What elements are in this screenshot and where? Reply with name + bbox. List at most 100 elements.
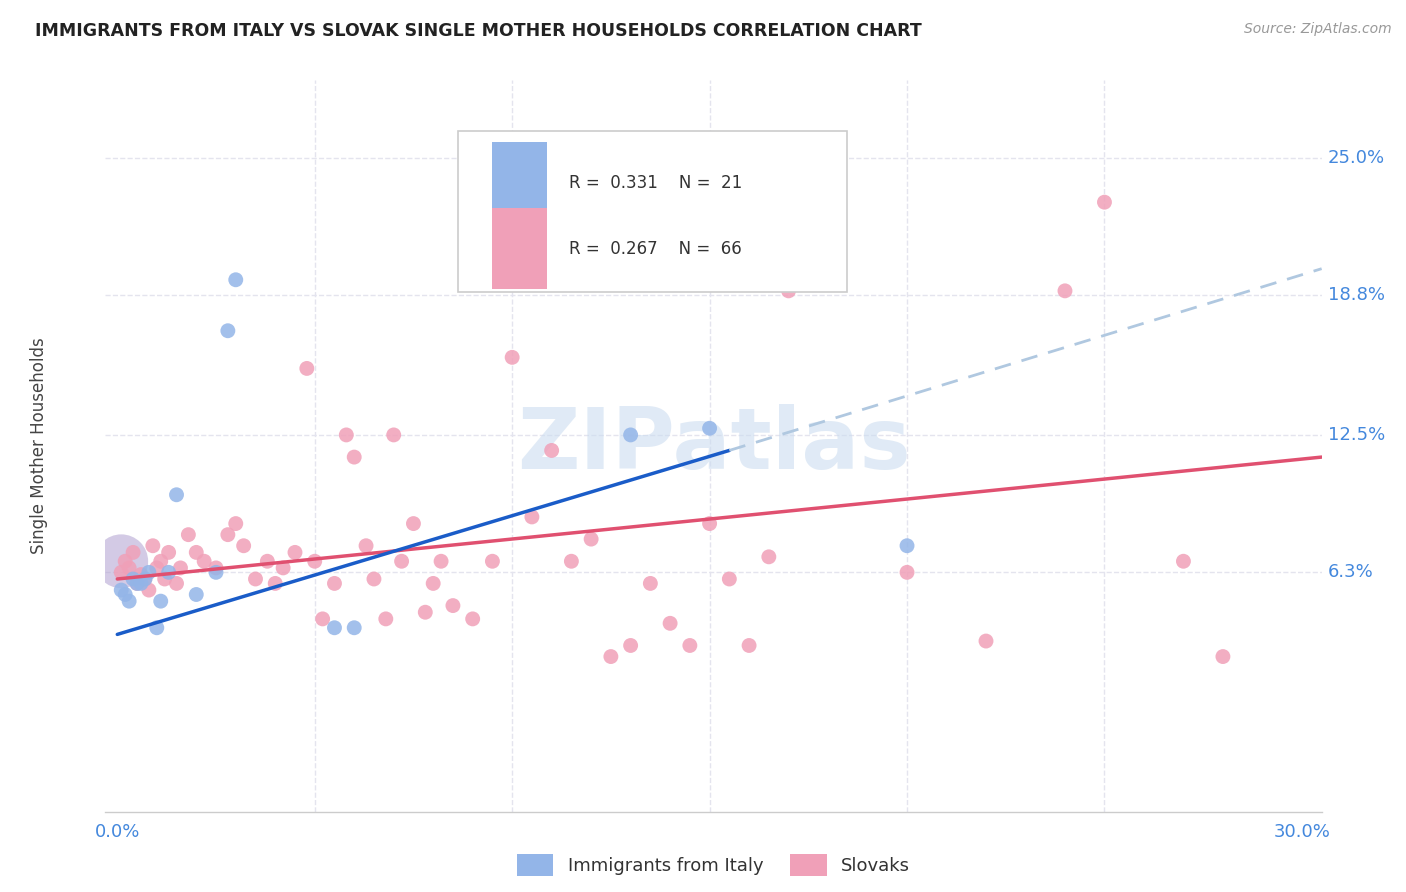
Point — [138, 566, 160, 580]
Text: ZIPatlas: ZIPatlas — [516, 404, 911, 488]
Point — [461, 612, 484, 626]
Point — [166, 488, 188, 502]
Point — [896, 566, 918, 580]
Point — [122, 545, 145, 559]
Point — [659, 616, 682, 631]
Point — [343, 450, 366, 464]
Point — [169, 561, 191, 575]
Point — [430, 554, 453, 568]
Point — [122, 572, 145, 586]
Point — [114, 554, 136, 568]
Point — [118, 561, 141, 575]
Point — [699, 516, 721, 531]
Point — [579, 532, 602, 546]
Point — [620, 428, 643, 442]
Point — [382, 428, 405, 442]
Point — [146, 561, 169, 575]
Point — [166, 576, 188, 591]
Point — [738, 639, 761, 653]
Point — [217, 324, 239, 338]
Bar — [492, 143, 547, 223]
Point — [974, 634, 997, 648]
Point — [205, 561, 228, 575]
Point — [157, 566, 180, 580]
Point — [142, 539, 165, 553]
Point — [481, 554, 503, 568]
Point — [304, 554, 326, 568]
Point — [1094, 195, 1116, 210]
Point — [501, 351, 523, 365]
Point — [232, 539, 254, 553]
Point — [640, 576, 662, 591]
Point — [110, 583, 132, 598]
Point — [323, 621, 346, 635]
Point — [323, 576, 346, 591]
Point — [134, 572, 156, 586]
Text: 25.0%: 25.0% — [1327, 149, 1385, 167]
Bar — [492, 209, 547, 289]
Point — [225, 516, 247, 531]
Point — [134, 572, 156, 586]
Point — [560, 554, 582, 568]
Point — [193, 554, 215, 568]
Point — [110, 566, 132, 580]
Point — [441, 599, 464, 613]
Point — [1173, 554, 1195, 568]
Point — [205, 566, 228, 580]
FancyBboxPatch shape — [458, 131, 848, 293]
Text: 6.3%: 6.3% — [1327, 564, 1374, 582]
Point — [335, 428, 357, 442]
Point — [758, 549, 780, 564]
Legend: Immigrants from Italy, Slovaks: Immigrants from Italy, Slovaks — [510, 847, 917, 883]
Point — [391, 554, 413, 568]
Point — [413, 605, 436, 619]
Point — [217, 527, 239, 541]
Point — [157, 545, 180, 559]
Point — [402, 516, 425, 531]
Text: 12.5%: 12.5% — [1327, 425, 1385, 444]
Point — [520, 510, 543, 524]
Point — [118, 594, 141, 608]
Point — [1053, 284, 1076, 298]
Text: Single Mother Households: Single Mother Households — [30, 338, 48, 554]
Point — [138, 583, 160, 598]
Point — [146, 621, 169, 635]
Point — [125, 576, 148, 591]
Point — [343, 621, 366, 635]
Point — [374, 612, 396, 626]
Text: R =  0.331    N =  21: R = 0.331 N = 21 — [569, 174, 742, 192]
Point — [186, 545, 208, 559]
Text: R =  0.267    N =  66: R = 0.267 N = 66 — [569, 240, 741, 258]
Point — [125, 576, 148, 591]
Text: Source: ZipAtlas.com: Source: ZipAtlas.com — [1244, 22, 1392, 37]
Point — [422, 576, 444, 591]
Point — [284, 545, 307, 559]
Point — [599, 649, 621, 664]
Point — [540, 443, 562, 458]
Point — [245, 572, 267, 586]
Point — [149, 554, 172, 568]
Point — [311, 612, 333, 626]
Point — [896, 539, 918, 553]
Point — [295, 361, 318, 376]
Text: 18.8%: 18.8% — [1327, 286, 1385, 304]
Point — [149, 594, 172, 608]
Point — [153, 572, 176, 586]
Point — [699, 421, 721, 435]
Point — [271, 561, 294, 575]
Point — [1212, 649, 1234, 664]
Point — [718, 572, 741, 586]
Point — [129, 576, 152, 591]
Point — [620, 639, 643, 653]
Point — [264, 576, 287, 591]
Point — [114, 587, 136, 601]
Point — [354, 539, 377, 553]
Text: IMMIGRANTS FROM ITALY VS SLOVAK SINGLE MOTHER HOUSEHOLDS CORRELATION CHART: IMMIGRANTS FROM ITALY VS SLOVAK SINGLE M… — [35, 22, 922, 40]
Point — [186, 587, 208, 601]
Point — [225, 273, 247, 287]
Point — [679, 639, 702, 653]
Point — [110, 554, 132, 568]
Point — [177, 527, 200, 541]
Point — [363, 572, 385, 586]
Point — [778, 284, 800, 298]
